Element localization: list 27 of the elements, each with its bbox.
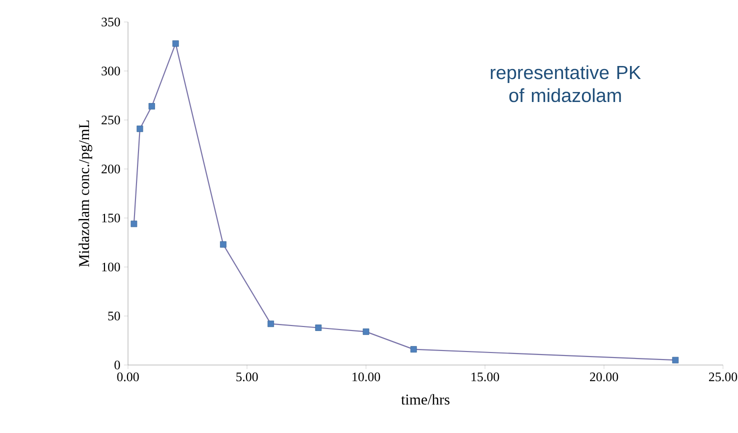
y-tick-label: 150 <box>102 214 120 222</box>
x-tick-label: 15.00 <box>472 372 500 382</box>
point <box>672 356 679 364</box>
y-tick-label: 50 <box>108 312 120 320</box>
point <box>130 220 138 228</box>
point <box>362 328 370 335</box>
y-tick-label: 200 <box>102 164 120 174</box>
annotation: representative PK of midazolam <box>490 65 641 102</box>
point <box>315 324 322 331</box>
point <box>220 241 226 248</box>
x-tick-label: 0.00 <box>117 372 139 382</box>
y-tick-label: 250 <box>102 116 120 124</box>
point <box>410 346 417 353</box>
x-axis-title: time/hrs <box>401 394 450 405</box>
y-tick-label: 350 <box>102 18 120 26</box>
y-axis-title: Midazolam conc./pg/mL <box>78 120 92 267</box>
x-tick-label: 25.00 <box>709 372 738 382</box>
point <box>172 40 179 47</box>
point <box>148 103 155 110</box>
x-tick-label: 5.00 <box>236 372 258 382</box>
x-tick-label: 10.00 <box>352 372 380 382</box>
y-tick-label: 0 <box>114 360 120 370</box>
y-tick-label: 300 <box>102 66 120 76</box>
point <box>268 320 274 328</box>
x-tick-label: 20.00 <box>590 372 618 382</box>
point <box>136 126 144 132</box>
y-tick-label: 100 <box>102 262 120 272</box>
